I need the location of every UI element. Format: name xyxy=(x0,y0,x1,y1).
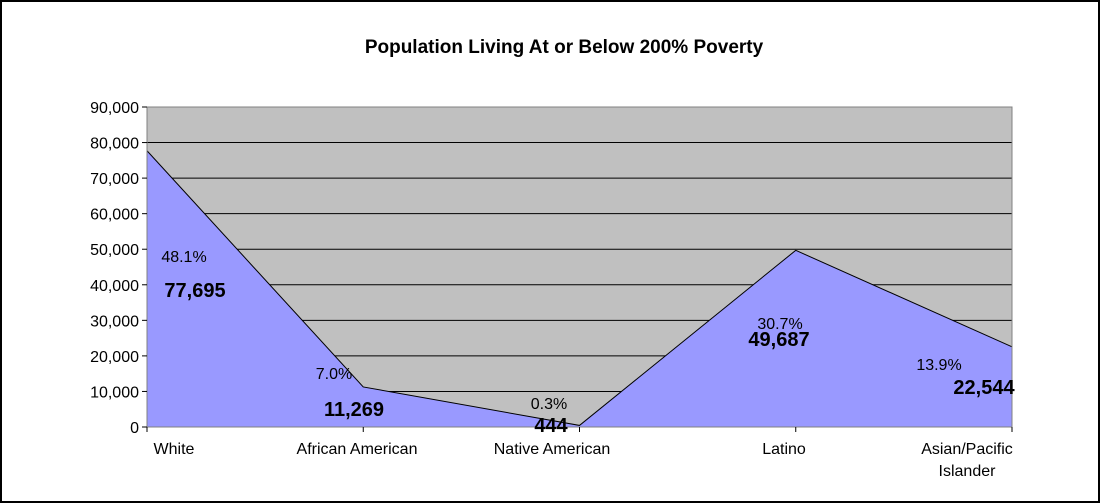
data-label-percent-1: 7.0% xyxy=(316,366,352,383)
y-tick-label-9: 90,000 xyxy=(90,100,139,117)
plot-area: 0 10,000 20,000 30,000 40,000 50,000 60,000 70,… xyxy=(90,100,1015,480)
x-tick-label-2: Native American xyxy=(494,441,611,458)
x-tick-label-3: Latino xyxy=(762,441,806,458)
data-label-percent-0: 48.1% xyxy=(161,249,206,266)
x-tick-label-4: Asian/Pacific xyxy=(921,441,1013,458)
y-tick-label-8: 80,000 xyxy=(90,136,139,153)
y-tick-label-6: 60,000 xyxy=(90,207,139,224)
data-label-value-2: 444 xyxy=(534,415,568,437)
area-series-outline xyxy=(146,150,1013,426)
y-tick-label-5: 50,000 xyxy=(90,242,139,259)
y-tick-label-2: 20,000 xyxy=(90,349,139,366)
data-label-percent-2: 0.3% xyxy=(531,396,567,413)
y-tick-label-7: 70,000 xyxy=(90,171,139,188)
y-tick-label-0: 0 xyxy=(130,420,139,437)
x-tick-label-4-line2: Islander xyxy=(939,463,997,480)
data-label-value-0: 77,695 xyxy=(164,280,225,302)
x-tick-label-0: White xyxy=(154,441,195,458)
y-tick-label-3: 30,000 xyxy=(90,313,139,330)
chart-title: Population Living At or Below 200% Pover… xyxy=(365,37,764,58)
data-label-value-4: 22,544 xyxy=(953,377,1015,399)
x-tick-label-1: African American xyxy=(297,441,418,458)
y-tick-label-4: 40,000 xyxy=(90,278,139,295)
y-tick-label-1: 10,000 xyxy=(90,384,139,401)
data-label-value-3: 49,687 xyxy=(748,329,809,351)
data-label-percent-3: 30.7% xyxy=(757,316,802,333)
poverty-area-chart: Population Living At or Below 200% Pover… xyxy=(90,37,1015,480)
area-series xyxy=(147,150,1012,428)
data-label-value-1: 11,269 xyxy=(324,399,384,421)
data-label-percent-4: 13.9% xyxy=(916,357,961,374)
